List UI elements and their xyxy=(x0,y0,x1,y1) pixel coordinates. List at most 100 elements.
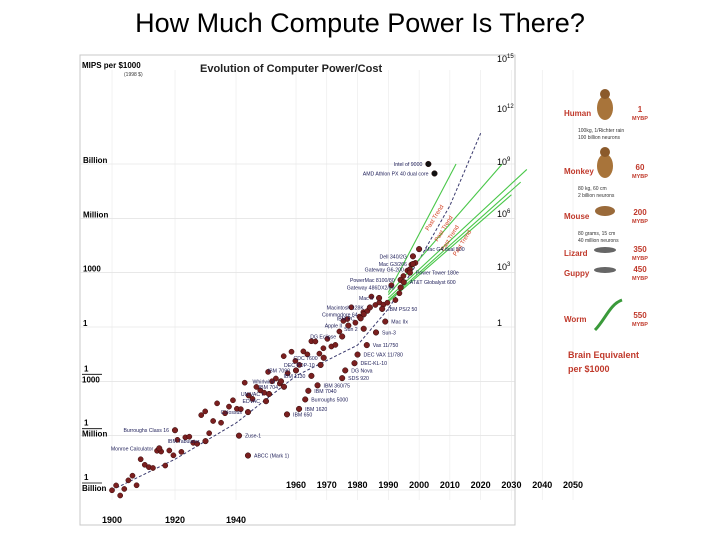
x-tick-label: 2020 xyxy=(471,480,491,490)
data-point xyxy=(194,440,201,447)
animal-icon xyxy=(594,267,616,273)
data-point xyxy=(342,367,349,374)
data-point xyxy=(416,246,423,253)
machine-label: IBM 704 xyxy=(259,385,278,391)
data-point xyxy=(320,345,327,352)
data-point xyxy=(237,406,244,412)
data-point xyxy=(379,305,386,312)
data-point xyxy=(344,316,351,322)
chart-grid xyxy=(80,70,574,500)
mybp-unit: MYBP xyxy=(632,276,648,282)
data-point xyxy=(117,492,124,499)
data-point xyxy=(288,348,295,355)
machine-label: Burroughs Class 16 xyxy=(123,428,169,434)
machine-label: EDVAC xyxy=(243,399,261,405)
machine-label: Vax 11/750 xyxy=(373,343,399,349)
y-left-tick-label: Million xyxy=(82,430,107,439)
brain-equivalent-item: Monkey 60 MYBP 80 kg, 60 cm2 billion neuron… xyxy=(564,147,648,199)
machine-label: Apple II xyxy=(325,324,343,330)
data-point xyxy=(210,418,216,424)
data-point xyxy=(292,358,299,364)
y-left-tick-label: 1 xyxy=(84,473,89,482)
mybp-value: 1 xyxy=(638,105,643,114)
data-point xyxy=(296,362,303,368)
data-point xyxy=(283,411,291,418)
machine-label: DEC PDP-10 xyxy=(284,363,315,369)
machine-label: PowerMac 8100/80 xyxy=(350,278,395,284)
machine-label: IBM 7090 xyxy=(268,368,290,374)
data-point xyxy=(170,452,177,459)
data-point xyxy=(352,319,359,326)
machine-label: Mac G4 dual 500 xyxy=(425,247,465,253)
data-point xyxy=(351,360,358,367)
machine-label: Power Tower 180e xyxy=(416,271,459,277)
x-tick-label: 2000 xyxy=(409,480,429,490)
y-left-tick-label: 1000 xyxy=(82,375,100,384)
data-point xyxy=(253,384,260,390)
machine-label: Monroe Calculator xyxy=(111,446,154,452)
data-point xyxy=(178,449,185,455)
brain-equivalent-title: Brain Equivalent xyxy=(568,350,639,360)
data-point xyxy=(284,370,291,377)
x-tick-label: 1960 xyxy=(286,480,306,490)
x-tick-label: 1940 xyxy=(226,515,246,525)
data-point xyxy=(409,260,417,268)
data-point xyxy=(368,293,375,300)
machine-label: AT&T Globalyst 600 xyxy=(410,280,456,286)
animal-icon xyxy=(597,96,613,120)
machine-label: IBM Tabulator xyxy=(168,439,200,445)
machine-label: Intel of 9000 xyxy=(394,162,423,168)
data-point xyxy=(129,472,136,479)
data-point xyxy=(372,329,380,336)
data-point xyxy=(302,396,309,403)
data-point xyxy=(409,253,417,260)
data-point xyxy=(400,279,407,286)
data-point xyxy=(382,318,389,325)
data-point xyxy=(218,419,224,426)
data-point xyxy=(425,160,432,168)
animal-note: 100 billion neurons xyxy=(578,135,620,141)
machine-label: DG Eclipse xyxy=(310,334,336,340)
data-point xyxy=(296,405,303,412)
plot-area xyxy=(79,54,516,526)
x-tick-label: 1970 xyxy=(317,480,337,490)
data-point xyxy=(431,170,438,177)
brain-equivalent-item: Guppy 450 MYBP xyxy=(564,265,648,282)
y-left-tick-label: Billion xyxy=(82,484,107,493)
data-point xyxy=(166,447,173,454)
y-left-tick-label: Billion xyxy=(83,156,108,165)
y-left-tick-label: 1 xyxy=(83,319,88,328)
data-point xyxy=(113,482,119,489)
data-point xyxy=(125,477,132,484)
y-right-tick-label: 109 xyxy=(497,157,511,167)
data-point xyxy=(360,311,367,318)
axis-labels: Billion Million 1000 1 1 1000 1 Million 1 Billion… xyxy=(82,54,583,525)
data-point xyxy=(222,410,228,417)
machine-label: ABCC (Mark 1) xyxy=(254,454,289,460)
data-point xyxy=(156,445,163,452)
x-tick-label: 2030 xyxy=(501,480,521,490)
data-point xyxy=(336,328,343,335)
animal-note: 100kg, 1/Richter rain xyxy=(578,128,624,134)
data-point xyxy=(332,342,339,348)
machine-label: IBM 7040 xyxy=(314,389,336,395)
y-right-tick-label: 1012 xyxy=(497,104,514,114)
data-point xyxy=(339,333,346,340)
data-point xyxy=(121,486,128,492)
mybp-unit: MYBP xyxy=(632,174,648,180)
data-point xyxy=(366,304,373,311)
data-point xyxy=(305,387,312,394)
machine-label: Mac II xyxy=(359,296,373,302)
x-tick-label: 1990 xyxy=(378,480,398,490)
mybp-value: 450 xyxy=(633,265,647,274)
animal-name: Guppy xyxy=(564,269,590,278)
data-point xyxy=(241,379,248,386)
data-point xyxy=(312,338,319,345)
x-tick-label: 2010 xyxy=(440,480,460,490)
data-point xyxy=(277,378,285,385)
machine-label: Burroughs 5000 xyxy=(311,397,348,403)
x-tick-label: 2040 xyxy=(532,480,552,490)
